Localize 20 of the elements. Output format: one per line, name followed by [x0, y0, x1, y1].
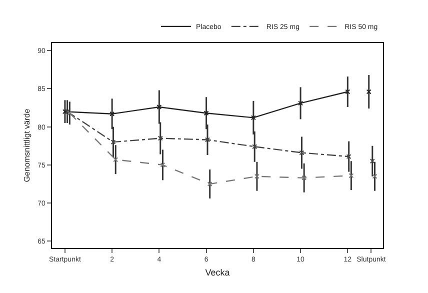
point [302, 175, 307, 180]
point [110, 111, 115, 116]
point [156, 104, 162, 110]
point [207, 181, 212, 186]
point [160, 162, 166, 168]
point [110, 140, 116, 145]
point [204, 110, 209, 116]
point [346, 154, 352, 160]
point [113, 157, 118, 162]
point [254, 174, 260, 179]
point [250, 115, 256, 120]
point [252, 144, 258, 150]
point [67, 110, 72, 116]
point [299, 150, 304, 156]
point [204, 137, 210, 142]
point [348, 173, 354, 178]
point [298, 100, 304, 106]
point [158, 136, 163, 141]
y-axis-title: Genomsnittligt värde [22, 108, 32, 182]
x-axis-title: Vecka [205, 267, 230, 278]
